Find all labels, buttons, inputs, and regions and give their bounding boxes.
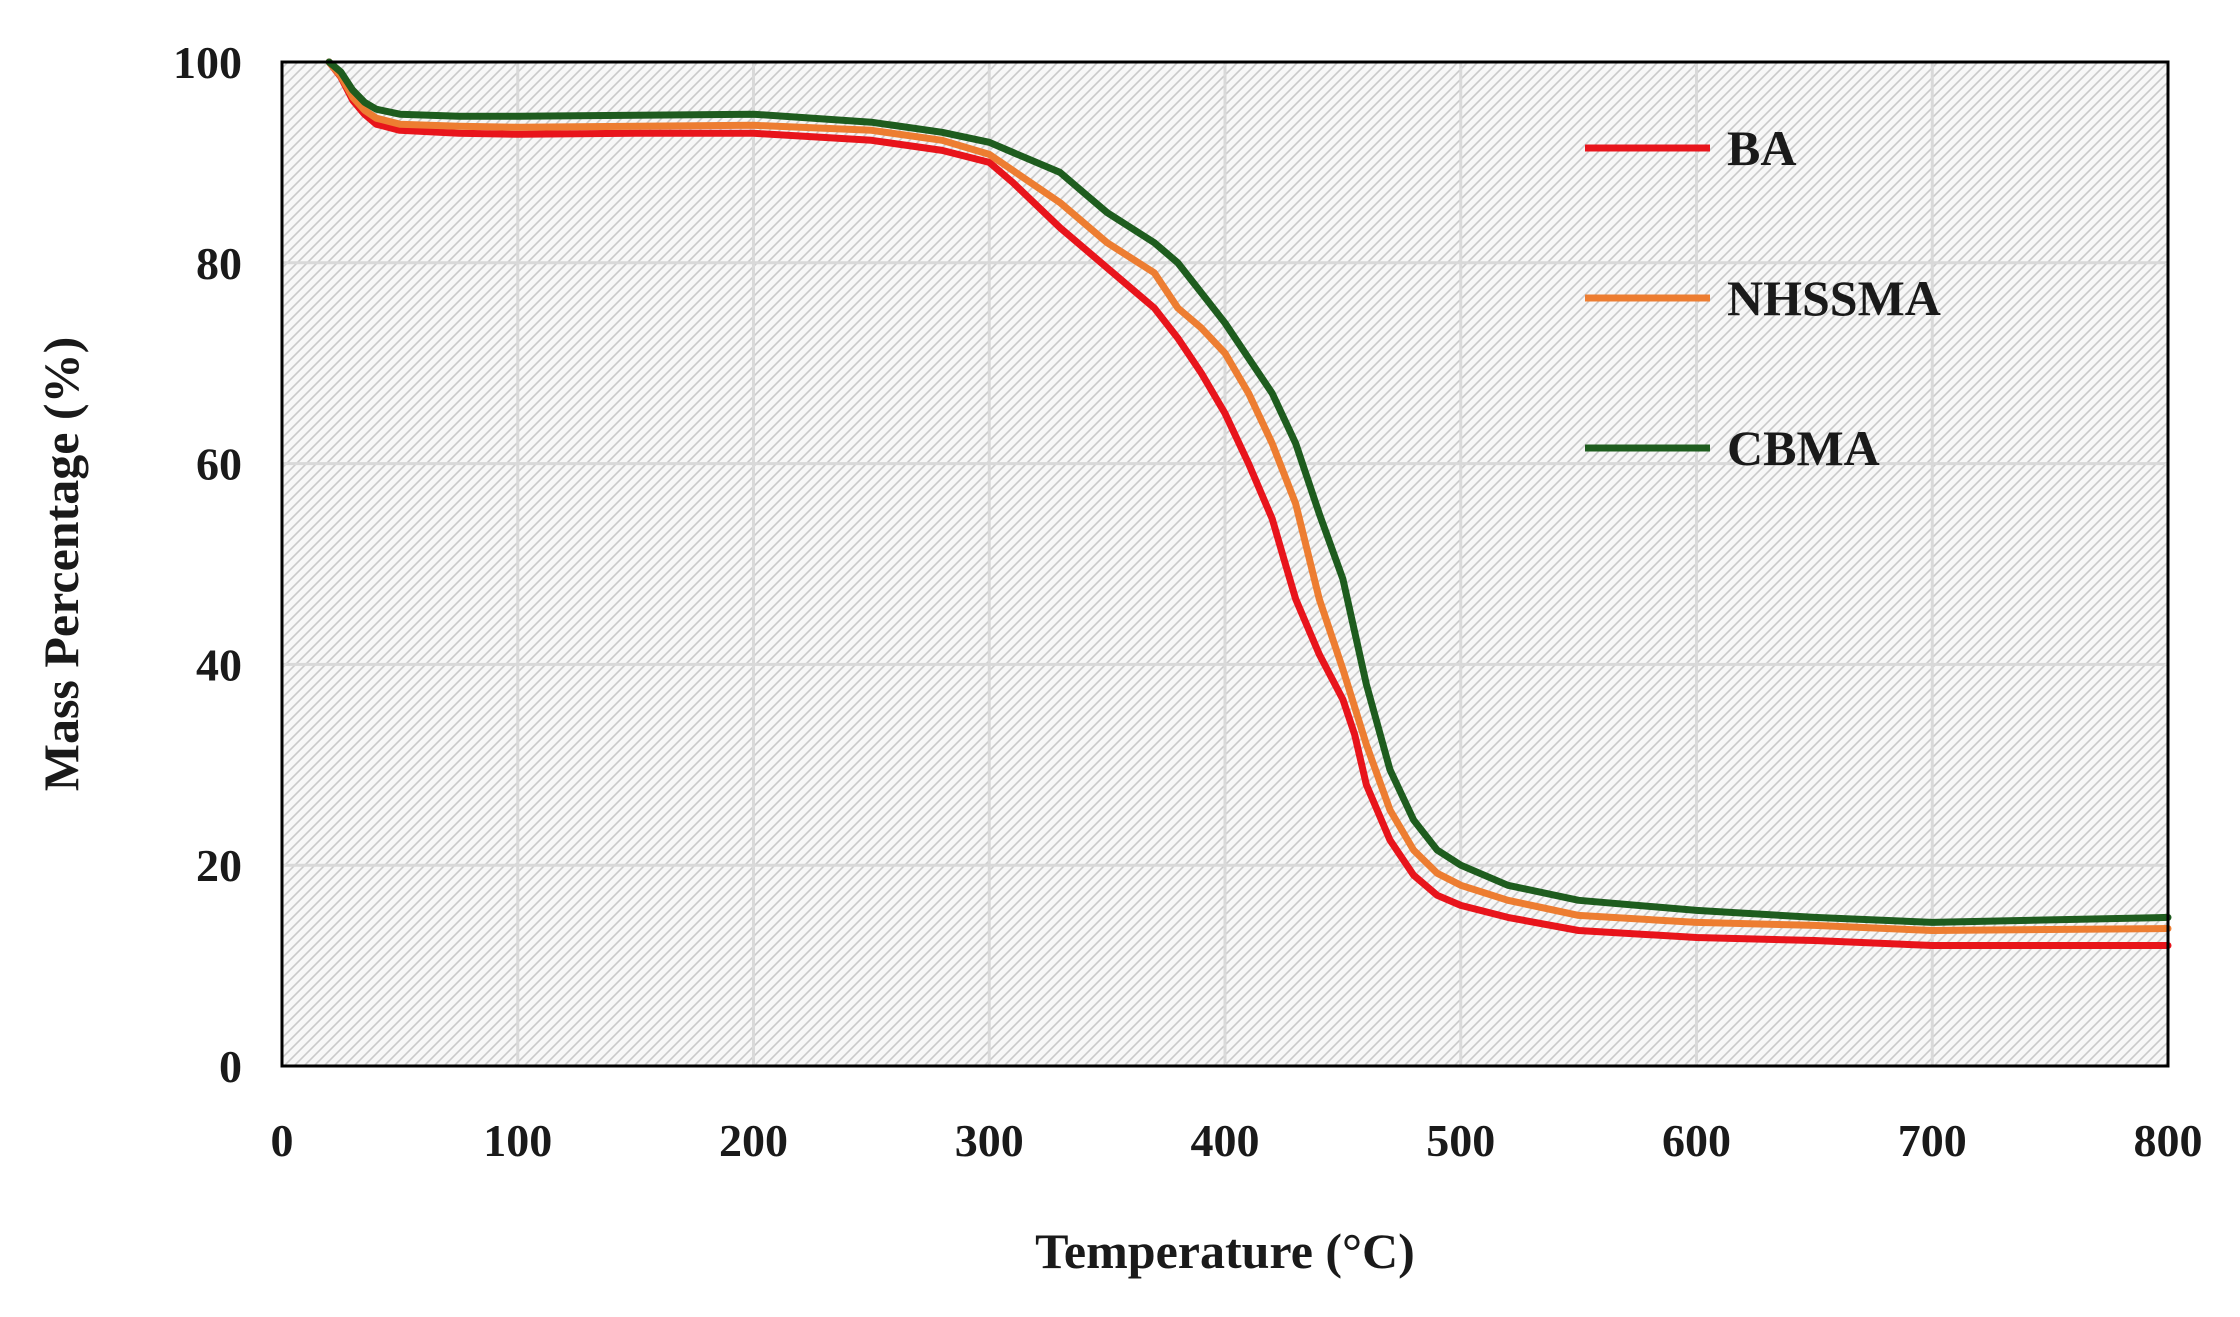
x-tick-label: 800 [2134,1115,2203,1166]
series-line-ba [325,58,2172,949]
y-tick-label: 0 [219,1041,242,1092]
legend-label-cbma: CBMA [1727,420,1880,476]
x-tick-label: 400 [1191,1115,1260,1166]
y-tick-label: 60 [196,439,242,490]
series-line-cbma [325,58,2172,926]
series-line-nhssma [325,58,2172,934]
y-tick-label: 100 [173,37,242,88]
y-tick-label: 20 [196,840,242,891]
x-tick-label: 100 [483,1115,552,1166]
x-tick-label: 0 [271,1115,294,1166]
plot-area-frame [280,60,2170,1068]
series-lines [325,58,2172,949]
x-tick-label: 300 [955,1115,1024,1166]
y-tick-label: 80 [196,238,242,289]
x-tick-label: 600 [1662,1115,1731,1166]
legend-label-ba: BA [1727,120,1796,176]
x-axis-ticks: 0 100 200 300 400 500 600 700 800 [271,1115,2203,1166]
x-tick-label: 200 [719,1115,788,1166]
legend-label-nhssma: NHSSMA [1727,270,1941,326]
x-tick-label: 500 [1426,1115,1495,1166]
x-axis-title: Temperature (°C) [1035,1223,1415,1279]
y-axis-ticks: 0 20 40 60 80 100 [173,37,242,1092]
y-axis-title: Mass Percentage (%) [33,337,89,791]
y-tick-label: 40 [196,639,242,690]
x-tick-label: 700 [1898,1115,1967,1166]
legend: BA NHSSMA CBMA [1585,120,1941,476]
